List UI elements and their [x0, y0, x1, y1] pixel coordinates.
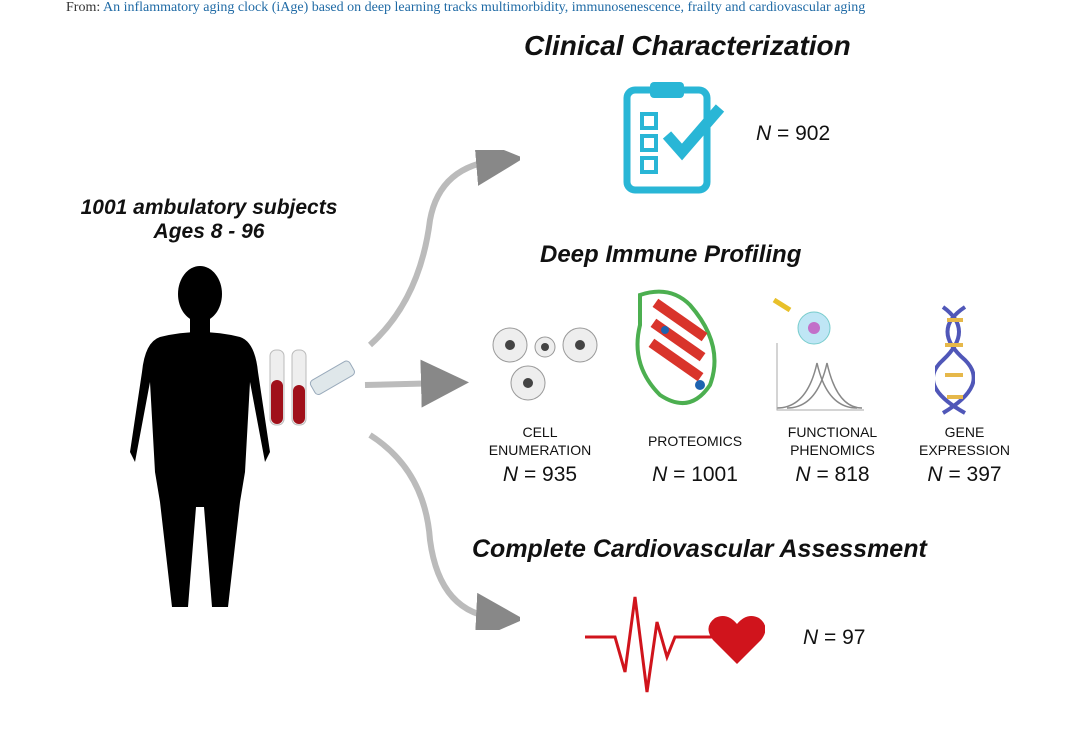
immune-assays: CELL ENUMERATION N = 935 PROTEOMICS N = 100… — [470, 423, 1030, 493]
arrow-to-cardio — [368, 432, 520, 630]
immune-title: Deep Immune Profiling — [540, 241, 802, 268]
cardio-title: Complete Cardiovascular Assessment — [472, 535, 927, 563]
cardio-n: N = 97 — [803, 626, 866, 649]
protein-structure-icon — [635, 289, 717, 405]
dna-helix-icon — [935, 305, 975, 415]
subjects-ages: Ages 8 - 96 — [153, 220, 265, 243]
arrows — [364, 150, 520, 630]
assay-proteomics: PROTEOMICS N = 1001 — [647, 433, 743, 486]
clipboard-checklist-icon — [623, 82, 725, 194]
cells-icon — [492, 327, 598, 401]
assay-gene-expression: GENE EXPRESSION N = 397 — [918, 424, 1011, 486]
flow-cytometry-icon — [772, 298, 864, 411]
heartbeat-heart-icon — [585, 596, 765, 693]
clinical-n: N = 902 — [756, 122, 831, 145]
subjects-heading: 1001 ambulatory subjects Ages 8 - 96 — [64, 196, 354, 244]
arrow-to-immune — [364, 359, 469, 408]
subjects-count: 1001 ambulatory subjects — [80, 196, 338, 219]
caption-prefix: From: — [66, 0, 103, 15]
blood-tubes-syringe-icon — [269, 349, 355, 426]
arrow-to-clinical — [367, 150, 520, 348]
human-silhouette-icon — [130, 266, 270, 607]
clinical-title: Clinical Characterization — [524, 30, 851, 61]
article-link[interactable]: An inflammatory aging clock (iAge) based… — [102, 0, 866, 15]
assay-functional-phenomics: FUNCTIONAL PHENOMICS N = 818 — [787, 424, 878, 486]
assay-cell-enumeration: CELL ENUMERATION N = 935 — [488, 424, 592, 486]
figure-caption: From: An inflammatory aging clock (iAge)… — [66, 0, 865, 16]
